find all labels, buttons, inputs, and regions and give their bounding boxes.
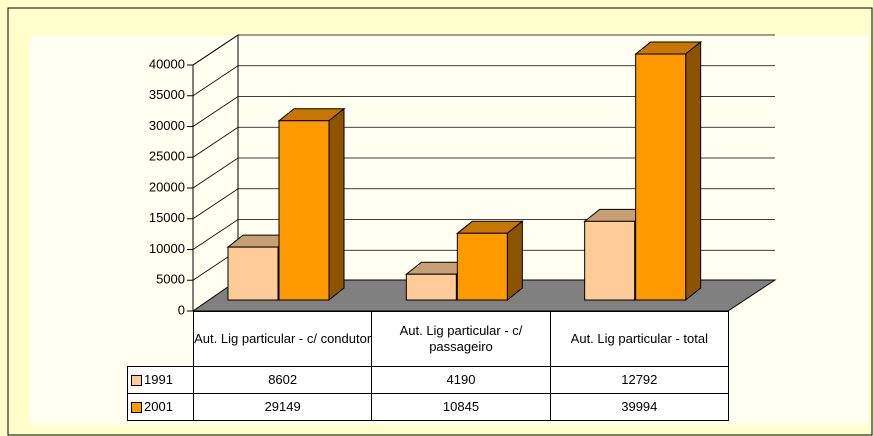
table-value: 12792 bbox=[549, 366, 729, 394]
legend-swatch bbox=[131, 374, 142, 386]
bar bbox=[584, 220, 636, 301]
legend-label: 2001 bbox=[144, 399, 173, 414]
y-tick-label: 40000 bbox=[149, 56, 185, 71]
grid-line bbox=[192, 96, 775, 127]
table-value: 29149 bbox=[193, 393, 373, 421]
y-tick-label: 15000 bbox=[149, 210, 185, 225]
bar bbox=[278, 120, 330, 301]
y-tick-label: 0 bbox=[178, 302, 185, 317]
bar bbox=[456, 232, 508, 301]
y-tick-label: 5000 bbox=[156, 272, 185, 287]
legend-cell: 2001 bbox=[127, 393, 194, 421]
grid-line bbox=[192, 126, 775, 158]
category-label: Aut. Lig particular - c/ condutor bbox=[193, 311, 373, 367]
grid-line bbox=[192, 65, 775, 97]
y-tick-label: 10000 bbox=[149, 241, 185, 256]
category-label: Aut. Lig particular - c/ passageiro bbox=[371, 311, 551, 367]
legend-label: 1991 bbox=[144, 372, 173, 387]
category-label: Aut. Lig particular - total bbox=[549, 311, 729, 367]
y-tick-label: 20000 bbox=[149, 179, 185, 194]
table-value: 39994 bbox=[549, 393, 729, 421]
bar bbox=[405, 273, 457, 301]
table-value: 4190 bbox=[371, 366, 551, 394]
bar-side bbox=[685, 40, 702, 302]
grid-line bbox=[192, 188, 775, 220]
bar-side bbox=[506, 220, 523, 302]
y-tick-label: 25000 bbox=[149, 149, 185, 164]
grid-line bbox=[192, 157, 775, 189]
y-tick-label: 30000 bbox=[149, 118, 185, 133]
legend-swatch bbox=[131, 401, 142, 413]
table-value: 8602 bbox=[193, 366, 373, 394]
bar-side bbox=[328, 107, 345, 302]
table-value: 10845 bbox=[371, 393, 551, 421]
grid-line bbox=[192, 34, 775, 66]
y-tick-label: 35000 bbox=[149, 87, 185, 102]
bar bbox=[635, 53, 687, 301]
bar bbox=[227, 246, 279, 301]
legend-cell: 1991 bbox=[127, 366, 194, 394]
